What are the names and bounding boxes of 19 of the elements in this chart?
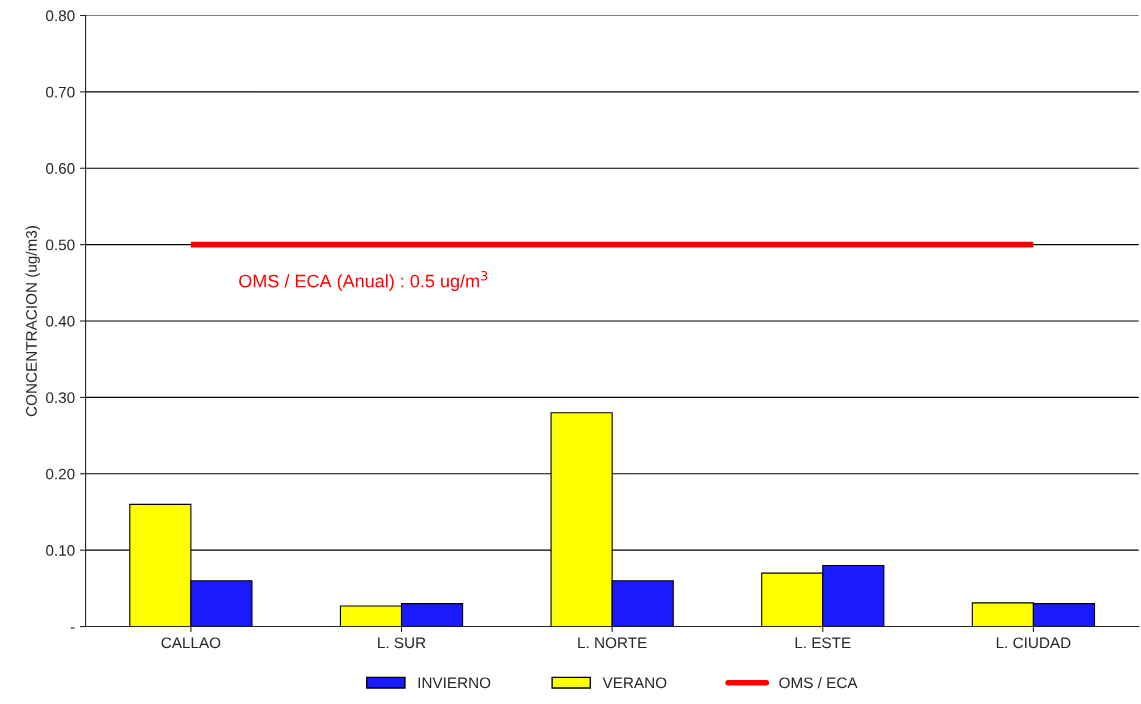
legend-label: OMS / ECA	[779, 676, 858, 689]
x-tick-label: L. SUR	[378, 637, 426, 649]
y-tick-label: 0.80	[46, 10, 75, 22]
y-tick-label: 0.70	[46, 86, 75, 98]
y-tick-label: 0.60	[46, 163, 75, 174]
x-tick-label: L. NORTE	[578, 637, 647, 649]
x-tick-label: L. CIUDAD	[996, 637, 1071, 649]
y-tick-label: 0.50	[46, 239, 75, 251]
x-tick-label: CALLAO	[161, 637, 221, 649]
y-tick-label: 0.10	[46, 545, 75, 556]
legend-label: INVIERNO	[418, 677, 491, 689]
legend-label: VERANO	[602, 677, 667, 689]
x-tick-label: L. ESTE	[795, 637, 851, 649]
y-tick-label: 0.20	[46, 468, 75, 480]
y-tick-label: 0.40	[46, 315, 75, 327]
y-axis-title: CONCENTRACION (ug/m3)	[25, 226, 40, 417]
y-tick-label: 0.30	[46, 392, 75, 404]
annotation: OMS / ECA (Anual) : 0.5 ug/m$^{3}$	[239, 270, 488, 292]
y-tick-label: -	[70, 627, 75, 629]
